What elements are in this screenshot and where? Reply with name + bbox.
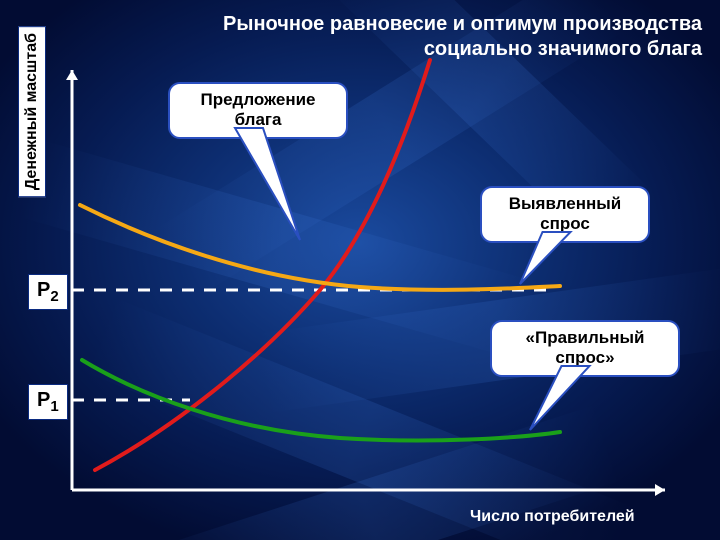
chart-canvas [0, 0, 720, 540]
